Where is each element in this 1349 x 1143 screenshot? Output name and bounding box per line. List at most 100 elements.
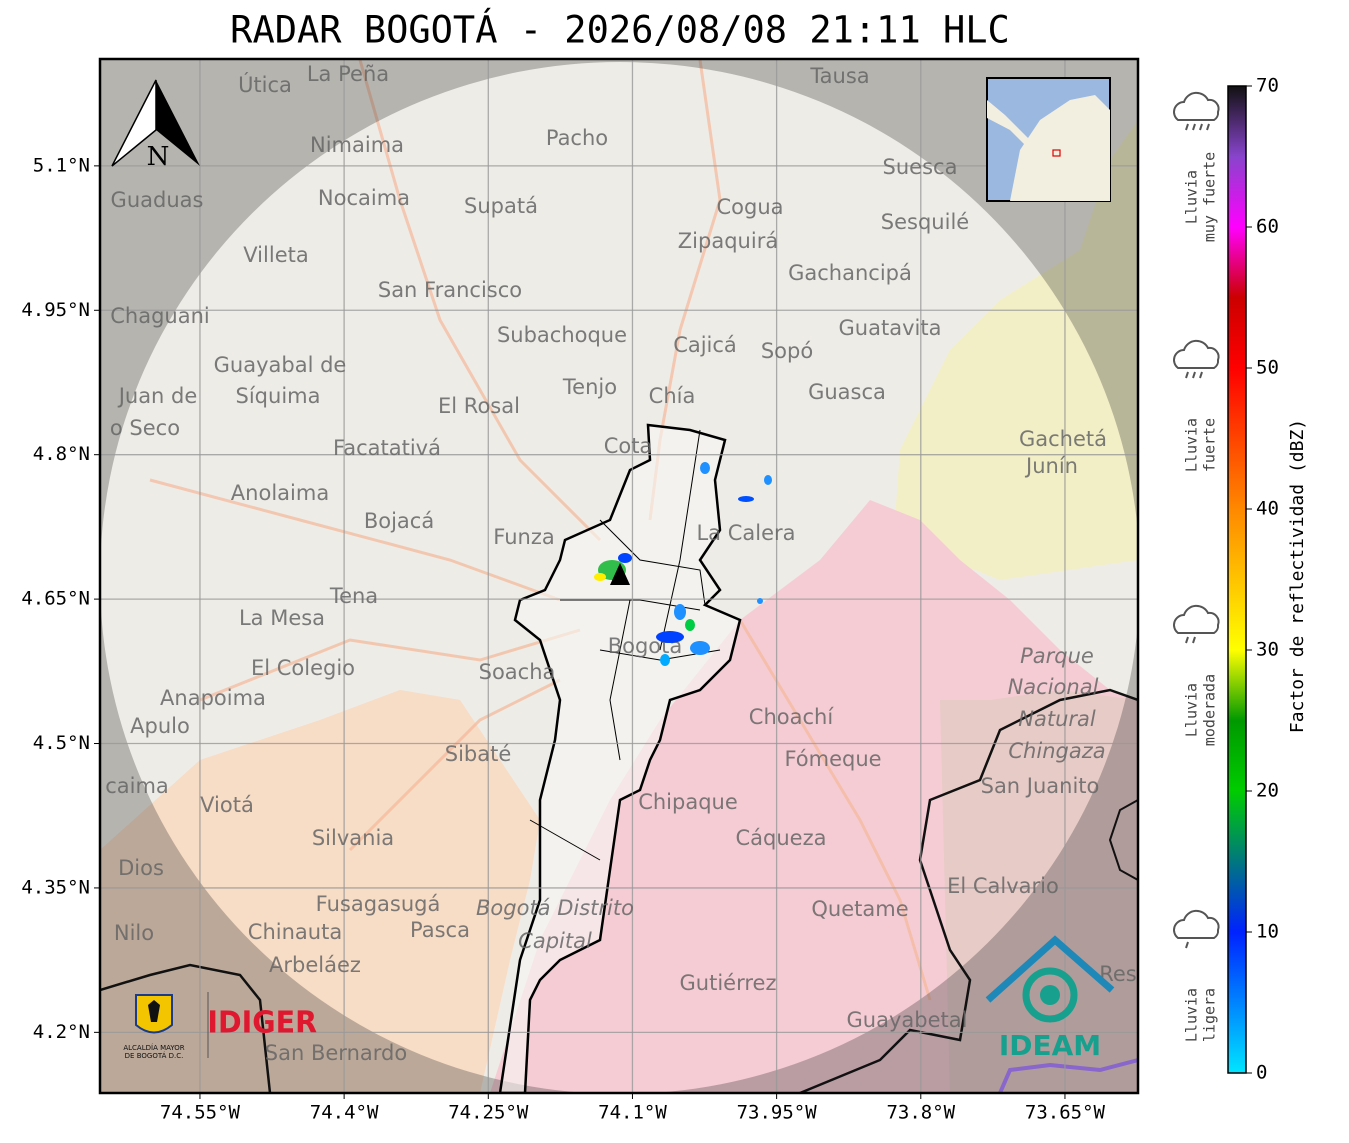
place-label: Capital — [518, 929, 592, 953]
place-label: Fómeque — [784, 747, 881, 771]
place-label: Guayabetal — [847, 1008, 968, 1032]
place-label: Cajicá — [673, 333, 737, 357]
north-arrow: N — [111, 79, 200, 172]
x-tick-label: 74.4°W — [310, 1102, 379, 1124]
y-tick-label: 4.35°N — [21, 876, 90, 898]
rain-drop — [1199, 371, 1203, 379]
place-label: Nacional — [1008, 675, 1099, 699]
place-label: Villeta — [243, 243, 308, 267]
colorbar-tick-label: 50 — [1256, 357, 1279, 379]
colorbar-tick-label: 30 — [1256, 639, 1279, 661]
place-label: Bojacá — [364, 509, 434, 533]
legend-label: muy fuerte — [1201, 152, 1219, 242]
legend-label: Lluvia — [1183, 988, 1201, 1042]
y-tick-label: 4.2°N — [33, 1021, 90, 1043]
place-label: Apulo — [130, 714, 190, 738]
x-tick-label: 73.65°W — [1025, 1102, 1106, 1124]
place-label: El Calvario — [947, 874, 1059, 898]
place-label: Cáqueza — [736, 826, 827, 850]
y-tick-label: 4.8°N — [33, 443, 90, 465]
place-label: Chía — [649, 384, 696, 408]
place-label: o Seco — [110, 416, 180, 440]
rain-drop — [1192, 123, 1196, 131]
logo-text: ALCALDÍA MAYOR — [123, 1043, 184, 1052]
place-label: Guatavita — [839, 316, 942, 340]
place-label: Cota — [604, 434, 653, 458]
place-label: La Peña — [307, 62, 389, 86]
place-label: Subachoque — [497, 323, 627, 347]
place-label: Natural — [1018, 707, 1096, 731]
rain-drop — [1192, 636, 1196, 644]
x-tick-label: 74.55°W — [160, 1102, 241, 1124]
colorbar-tick-label: 0 — [1256, 1062, 1267, 1084]
place-label: Guayabal de — [214, 353, 347, 377]
place-label: Síquima — [236, 384, 321, 408]
rain-drop — [1199, 123, 1203, 131]
place-label: Fusagasugá — [316, 892, 441, 916]
place-label: Cogua — [716, 195, 783, 219]
place-label: Tena — [329, 584, 378, 608]
rain-drop — [1206, 123, 1210, 131]
colorbar-tick-label: 40 — [1256, 498, 1279, 520]
place-label: Guasca — [808, 380, 886, 404]
legend-label: Lluvia — [1183, 170, 1201, 224]
place-label: Viotá — [200, 793, 254, 817]
place-label: Anolaima — [231, 481, 329, 505]
legend-label: Lluvia — [1183, 683, 1201, 737]
rain-icon — [1173, 604, 1220, 634]
colorbar-label: Factor de reflectividad (dBZ) — [1287, 419, 1308, 733]
rain-icon — [1173, 339, 1220, 369]
y-tick-label: 5.1°N — [33, 154, 90, 176]
place-label: San Bernardo — [265, 1041, 407, 1065]
x-tick-label: 74.1°W — [598, 1102, 667, 1124]
rain-icon — [1173, 91, 1220, 121]
colorbar-tick-label: 10 — [1256, 921, 1279, 943]
title: RADAR BOGOTÁ - 2026/08/08 21:11 HLC — [230, 8, 1010, 52]
legend-label: Lluvia — [1183, 418, 1201, 472]
radar-echoes — [594, 462, 772, 666]
rain-icon — [1173, 909, 1220, 939]
legend-label: ligera — [1201, 988, 1219, 1042]
place-label: San Juanito — [981, 774, 1100, 798]
place-label: Chipaque — [638, 790, 738, 814]
place-label: Chingaza — [1008, 739, 1105, 763]
place-label: Tausa — [809, 64, 869, 88]
place-label: Chinauta — [248, 920, 342, 944]
place-label: Guaduas — [111, 188, 204, 212]
place-label: Nimaima — [310, 133, 404, 157]
place-label: Soacha — [479, 660, 556, 684]
place-label: Choachí — [749, 705, 835, 729]
inset-map — [986, 77, 1111, 202]
place-label: Nocaima — [318, 186, 410, 210]
colorbar-tick-label: 60 — [1256, 216, 1279, 238]
rain-drop — [1185, 371, 1189, 379]
place-label: Gachancipá — [788, 261, 912, 285]
x-tick-label: 73.95°W — [737, 1102, 818, 1124]
rain-drop — [1185, 941, 1189, 949]
place-label: San Francisco — [378, 278, 522, 302]
place-label: Junín — [1024, 454, 1078, 478]
place-label: Parque — [1020, 644, 1094, 668]
y-tick-label: 4.95°N — [21, 299, 90, 321]
place-label: Tenjo — [562, 375, 617, 399]
place-label: Nilo — [114, 921, 154, 945]
y-tick-label: 4.5°N — [33, 732, 90, 754]
rain-drop — [1192, 371, 1196, 379]
place-label: Gutiérrez — [680, 971, 777, 995]
place-label: La Calera — [696, 521, 795, 545]
logo-idiger: IDIGER — [207, 1005, 317, 1040]
place-label: El Rosal — [438, 394, 520, 418]
place-label: Sesquilé — [881, 210, 969, 234]
logo-ideam-text: IDEAM — [999, 1029, 1101, 1062]
place-label: Suesca — [883, 155, 958, 179]
rain-drop — [1185, 636, 1189, 644]
place-label: Sibaté — [445, 742, 512, 766]
place-label: Gachetá — [1019, 427, 1107, 451]
place-label: Arbeláez — [269, 953, 361, 977]
place-label: Juan de — [117, 384, 198, 408]
place-label: Facatativá — [333, 436, 441, 460]
place-label: Pacho — [546, 126, 608, 150]
map-frame — [98, 57, 1140, 1095]
x-tick-label: 74.25°W — [448, 1102, 529, 1124]
